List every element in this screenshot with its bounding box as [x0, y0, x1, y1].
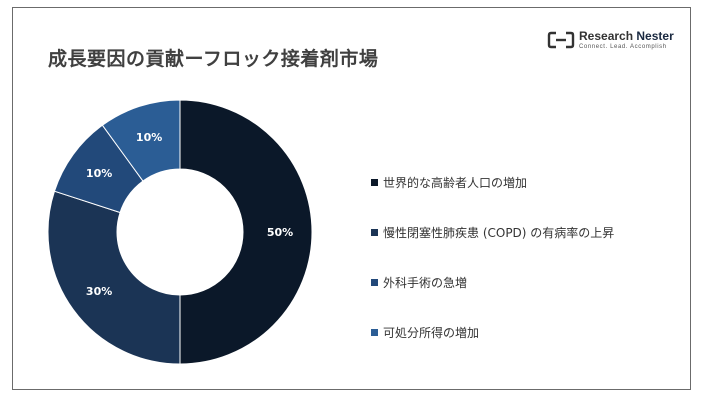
legend-item-3: 可処分所得の増加 — [371, 324, 479, 341]
data-label-0: 50% — [267, 226, 293, 239]
logo-name: Research Nester — [579, 29, 674, 43]
data-label-1: 30% — [86, 285, 112, 298]
pie-slice-3 — [101, 99, 181, 182]
logo-name-research: Research — [579, 29, 634, 43]
research-nester-logo-icon — [547, 31, 575, 49]
legend-label-0: 世界的な高齢者人口の増加 — [383, 176, 528, 190]
legend-item-2: 外科手術の急増 — [371, 274, 467, 291]
brand-logo: Research Nester Connect. Lead. Accomplis… — [547, 29, 674, 55]
logo-name-nester: Nester — [636, 29, 674, 43]
legend-label-2: 外科手術の急増 — [383, 276, 468, 290]
legend-item-0: 世界的な高齢者人口の増加 — [371, 174, 527, 191]
pie-slice-0 — [179, 99, 313, 365]
logo-tagline: Connect. Lead. Accomplish — [579, 44, 667, 50]
data-label-3: 10% — [136, 131, 162, 144]
legend-item-1: 慢性閉塞性肺疾患 (COPD) の有病率の上昇 — [371, 224, 614, 241]
legend-swatch-3 — [371, 329, 378, 336]
page-title: 成長要因の貢献ーフロック接着剤市場 — [48, 48, 379, 70]
legend-swatch-0 — [371, 179, 378, 186]
pie-slice-1 — [47, 190, 181, 365]
legend-swatch-2 — [371, 279, 378, 286]
data-label-2: 10% — [86, 167, 112, 180]
legend-label-3: 可処分所得の増加 — [383, 326, 480, 340]
legend-swatch-1 — [371, 229, 378, 236]
legend-label-1: 慢性閉塞性肺疾患 (COPD) の有病率の上昇 — [383, 226, 615, 240]
